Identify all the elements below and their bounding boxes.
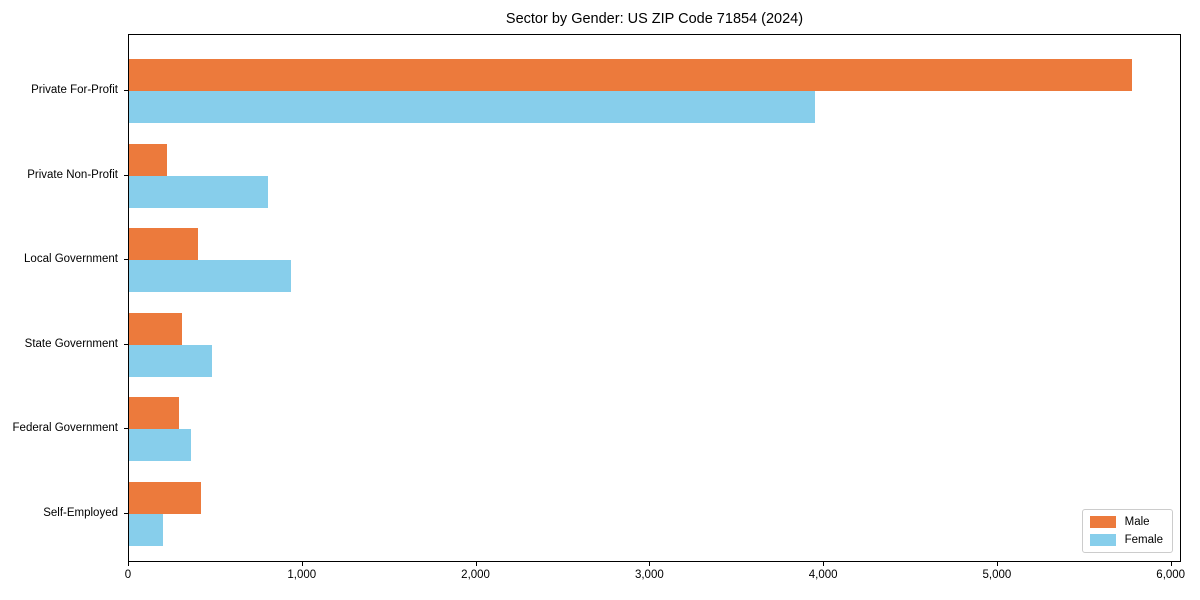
x-tick-label: 4,000 (808, 569, 838, 581)
bar-female-state-government (129, 344, 212, 377)
x-tick-mark (128, 562, 129, 566)
bar-male-private-non-profit (129, 143, 167, 176)
x-tick-label: 1,000 (287, 569, 317, 581)
legend-swatch-female-icon (1089, 534, 1116, 546)
bar-male-state-government (129, 312, 182, 345)
x-tick-mark (301, 562, 303, 566)
chart-title: Sector by Gender: US ZIP Code 71854 (202… (505, 11, 804, 27)
bar-female-private-for-profit (129, 91, 815, 123)
y-tick-label-private-for-profit: Private For-Profit (31, 84, 118, 96)
bar-male-federal-government (129, 397, 179, 429)
x-tick-mark (649, 562, 651, 566)
bar-female-private-non-profit (129, 175, 268, 208)
x-tick-label: 5,000 (982, 569, 1012, 581)
y-tick-mark (124, 512, 128, 514)
y-tick-label-local-government: Local Government (24, 253, 118, 265)
bar-female-local-government (129, 260, 291, 292)
x-tick-label: 0 (124, 569, 132, 581)
y-tick-mark (124, 174, 128, 176)
y-tick-mark (124, 90, 128, 91)
y-tick-label-self-employed: Self-Employed (43, 506, 118, 519)
x-tick-label: 3,000 (634, 569, 664, 581)
x-tick-mark (475, 562, 477, 566)
bar-male-private-for-profit (129, 59, 1132, 91)
bar-male-self-employed (129, 481, 201, 514)
y-tick-mark (124, 343, 128, 345)
legend-swatch-male-icon (1089, 516, 1116, 528)
y-tick-label-state-government: State Government (24, 337, 118, 350)
legend: Male Female (1081, 509, 1173, 553)
legend-label-female: Female (1124, 534, 1163, 546)
x-tick-mark (823, 562, 825, 566)
bar-male-local-government (129, 228, 198, 260)
bar-female-federal-government (129, 429, 191, 461)
y-tick-label-private-non-profit: Private Non-Profit (27, 168, 118, 181)
x-tick-mark (1170, 562, 1172, 566)
legend-entry-male: Male (1089, 516, 1163, 528)
x-tick-mark (996, 562, 998, 566)
y-tick-label-federal-government: Federal Government (12, 422, 118, 434)
y-tick-mark (124, 259, 128, 260)
y-tick-mark (124, 428, 128, 429)
x-tick-label: 2,000 (461, 569, 490, 581)
legend-entry-female: Female (1089, 534, 1163, 546)
x-tick-label: 6,000 (1156, 569, 1186, 581)
plot-area: Male Female (128, 34, 1181, 562)
legend-label-male: Male (1124, 516, 1150, 528)
bar-female-self-employed (129, 513, 163, 546)
